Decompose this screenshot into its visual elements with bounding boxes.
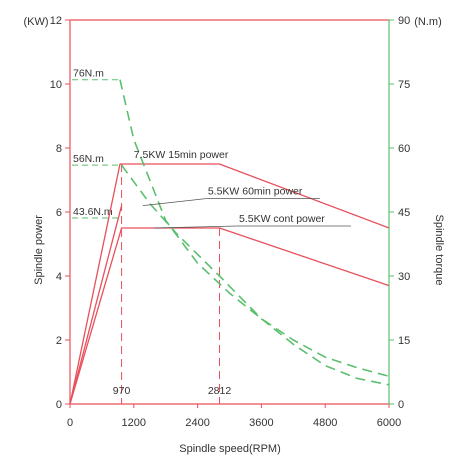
right-tick-label: 90: [398, 15, 410, 27]
left-tick-label: 6: [56, 207, 62, 219]
x-tick-label: 4800: [313, 417, 337, 429]
power-curve: [69, 227, 390, 405]
chart-labels: (KW) (N.m) Spindle speed(RPM) Spindle power…: [23, 16, 445, 455]
x-tick-label: 1200: [122, 417, 146, 429]
left-tick-label: 2: [56, 335, 62, 347]
left-tick-label: 4: [56, 271, 62, 283]
axis-ticks: 0 2 4 6 8 10 12 0 15 30 45 60 75 90 0 1200 2400 3600 4800 6…: [50, 15, 411, 429]
annotation-leader-line: [142, 198, 206, 206]
annotation-leader-line: [153, 225, 238, 229]
power-annotation-label: 5.5KW 60min power: [208, 186, 303, 198]
x-tick-label: 2400: [185, 417, 209, 429]
speed-marker-label: 2812: [208, 385, 232, 397]
right-tick-label: 30: [398, 271, 410, 283]
right-unit-label: (N.m): [414, 16, 442, 28]
right-tick-label: 15: [398, 335, 410, 347]
left-tick-label: 8: [56, 143, 62, 155]
left-axis-title: Spindle power: [33, 215, 45, 285]
x-tick-label: 6000: [377, 417, 401, 429]
right-tick-label: 75: [398, 79, 410, 91]
torque-curve: [120, 164, 390, 386]
torque-level-label: 43.6N.m: [73, 206, 113, 218]
power-curve: [69, 205, 123, 405]
power-curve: [69, 163, 390, 405]
right-tick-label: 0: [398, 399, 404, 411]
guide-lines: 970 2812 76N.m 56N.m 43.6N.m: [72, 68, 231, 404]
plot-frame: [69, 19, 390, 405]
right-axis-title: Spindle torque: [433, 215, 445, 286]
torque-level-label: 56N.m: [73, 153, 104, 165]
speed-marker-label: 970: [113, 385, 131, 397]
torque-level-label: 76N.m: [73, 68, 104, 80]
left-tick-label: 0: [56, 399, 62, 411]
x-tick-label: 0: [67, 417, 73, 429]
torque-curve: [119, 79, 390, 378]
left-tick-label: 10: [50, 79, 62, 91]
series-lines: [69, 79, 390, 405]
x-tick-label: 3600: [249, 417, 273, 429]
left-tick-label: 12: [50, 15, 62, 27]
left-unit-label: (KW): [23, 16, 48, 28]
right-tick-label: 45: [398, 207, 410, 219]
x-axis-title: Spindle speed(RPM): [179, 443, 281, 455]
right-tick-label: 60: [398, 143, 410, 155]
power-annotation-label: 7.5KW 15min power: [134, 149, 229, 161]
power-annotation-label: 5.5KW cont power: [239, 213, 325, 225]
